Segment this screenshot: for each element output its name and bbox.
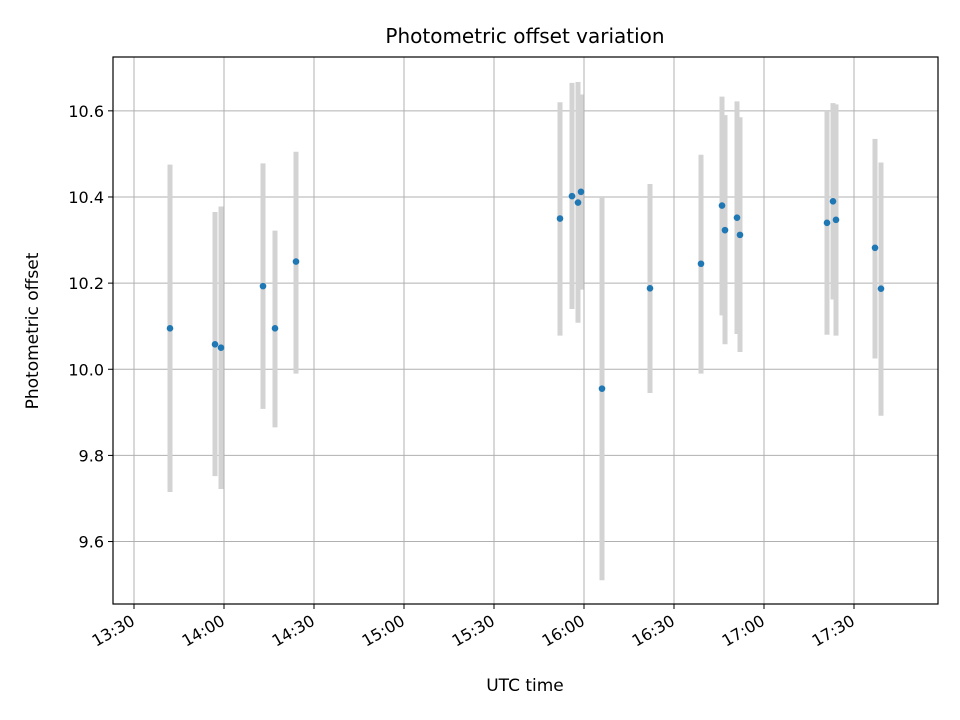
data-point	[292, 258, 300, 265]
y-axis-ticks: 9.6 9.8 10.0 10.2 10.4 10.6	[68, 102, 113, 552]
data-point	[568, 192, 576, 200]
data-point	[574, 199, 582, 206]
y-tick-label: 9.8	[79, 446, 104, 465]
y-axis-label: Photometric offset	[23, 252, 43, 409]
data-point	[217, 344, 225, 352]
x-tick-label: 16:00	[539, 611, 588, 651]
data-point	[166, 325, 174, 332]
chart-title: Photometric offset variation	[385, 24, 664, 48]
y-tick-label: 10.4	[68, 188, 104, 207]
data-point	[832, 216, 840, 224]
data-point	[829, 197, 837, 205]
y-tick-label: 10.0	[68, 360, 104, 379]
x-tick-label: 15:30	[449, 611, 498, 651]
data-point	[736, 231, 744, 239]
data-point	[823, 219, 831, 227]
x-axis-label: UTC time	[486, 676, 564, 696]
data-point	[877, 285, 885, 293]
x-tick-label: 14:30	[269, 611, 318, 651]
data-point	[646, 284, 654, 292]
x-tick-label: 17:00	[719, 611, 768, 651]
data-point	[211, 340, 219, 348]
y-tick-label: 10.6	[68, 102, 104, 121]
data-point	[259, 282, 267, 290]
x-tick-label: 16:30	[629, 611, 678, 651]
y-tick-label: 10.2	[68, 274, 104, 293]
x-tick-label: 17:30	[809, 611, 858, 651]
data-point	[733, 214, 741, 221]
grid-lines	[113, 57, 938, 604]
data-point	[556, 215, 564, 222]
y-tick-label: 9.6	[79, 533, 104, 552]
x-tick-label: 14:00	[179, 611, 228, 651]
x-tick-label: 13:30	[89, 611, 138, 651]
data-point	[721, 226, 729, 234]
data-points	[166, 188, 885, 392]
plot-frame	[112, 56, 939, 605]
data-point	[871, 244, 879, 252]
data-point	[598, 385, 606, 392]
data-point	[697, 260, 705, 268]
x-axis-ticks: 13:30 14:00 14:30 15:00 15:30 16:00 16:30 17:00…	[89, 604, 858, 651]
data-point	[718, 202, 726, 209]
data-point	[577, 188, 585, 196]
data-point	[271, 325, 279, 332]
x-tick-label: 15:00	[359, 611, 408, 651]
